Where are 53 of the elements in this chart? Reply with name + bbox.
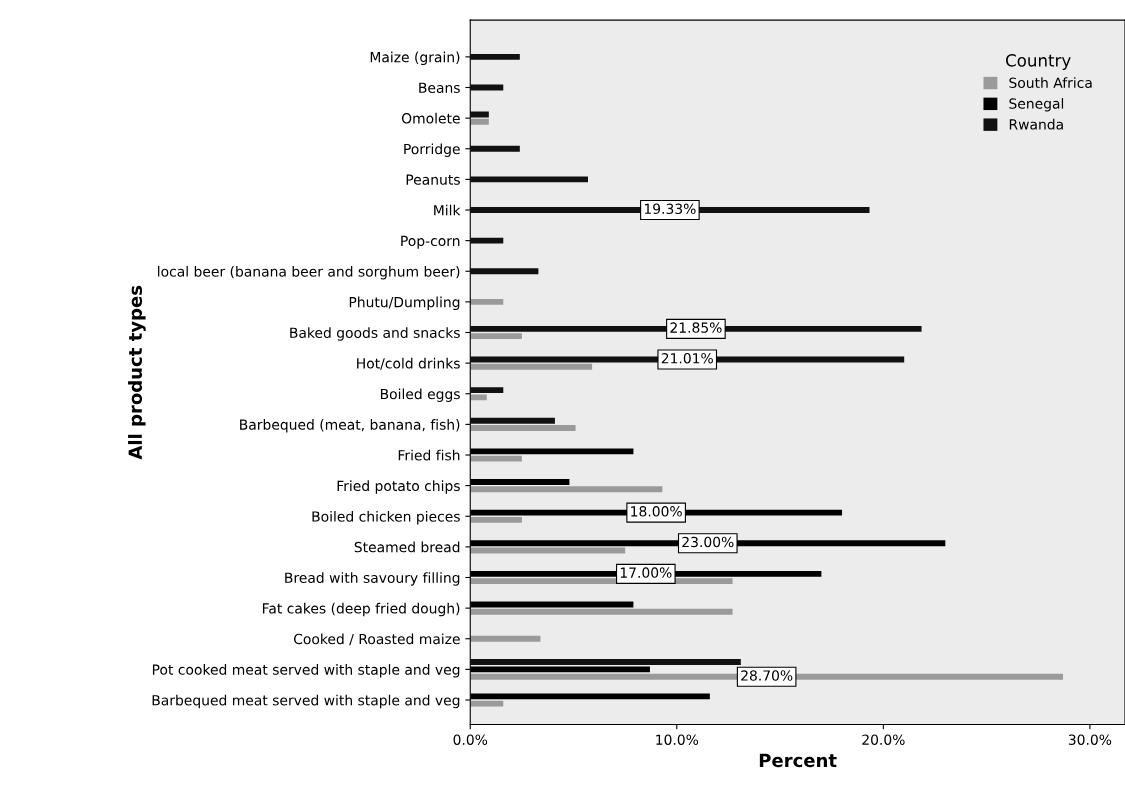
y-tick-label: Boiled eggs	[380, 388, 460, 402]
y-tick-label: Pop-corn	[401, 235, 460, 249]
bar	[470, 486, 663, 493]
y-tick-label: Baked goods and snacks	[290, 327, 460, 341]
y-tick-label: Fried fish	[398, 449, 460, 461]
data-label: 21.85%	[670, 322, 722, 333]
y-tick-label: local beer (banana beer and sorghum beer)	[158, 265, 460, 280]
bar	[470, 176, 588, 183]
data-label: 28.70%	[741, 670, 793, 681]
bar	[470, 455, 522, 462]
bar	[470, 145, 520, 152]
x-tick-label: 20.0%	[862, 734, 905, 745]
y-tick-label: Boiled chicken pieces	[312, 510, 460, 525]
legend-title: Country	[1006, 54, 1071, 70]
x-axis-title: Percent	[759, 753, 837, 768]
data-label: 21.01%	[661, 352, 713, 364]
data-label: 23.00%	[682, 536, 734, 548]
bar	[470, 700, 504, 707]
y-tick-label: Milk	[434, 204, 461, 216]
bar	[470, 237, 504, 244]
bar	[470, 268, 539, 275]
y-tick-label: Peanuts	[406, 174, 460, 185]
bar	[470, 425, 576, 431]
y-tick-label: Omolete	[401, 112, 460, 124]
legend-label: Senegal	[1009, 98, 1064, 112]
y-tick-label: Bread with savoury filling	[285, 572, 460, 586]
y-tick-label: Fat cakes (deep fried dough)	[262, 602, 460, 617]
data-label: 19.33%	[644, 203, 696, 215]
y-tick-label: Phutu/Dumpling	[349, 296, 460, 311]
data-label: 18.00%	[631, 506, 682, 517]
bar	[470, 53, 520, 60]
bar	[470, 363, 593, 370]
y-tick-label: Barbequed (meat, banana, fish)	[240, 419, 460, 433]
legend-label: South Africa	[1009, 77, 1092, 88]
bar	[470, 394, 487, 401]
y-tick-label: Hot/cold drinks	[357, 357, 460, 370]
y-tick-label: Maize (grain)	[370, 51, 460, 66]
bar	[470, 516, 522, 523]
y-axis-title: All product types	[128, 285, 146, 460]
y-tick-label: Porridge	[404, 143, 460, 157]
y-tick-label: Steamed bread	[354, 541, 460, 553]
x-tick-label: 0.0%	[453, 734, 488, 745]
bar	[470, 333, 522, 340]
legend-label: Rwanda	[1009, 118, 1063, 130]
x-tick-label: 10.0%	[656, 734, 699, 745]
y-tick-label: Beans	[419, 82, 460, 93]
y-tick-label: Pot cooked meat served with staple and veg	[152, 664, 460, 678]
bar	[470, 608, 733, 615]
x-tick-label: 30.0%	[1068, 734, 1112, 745]
data-label: 17.00%	[620, 567, 672, 578]
y-tick-label: Cooked / Roasted maize	[293, 633, 460, 646]
y-tick-label: Fried potato chips	[337, 480, 460, 494]
y-tick-label: Barbequed meat served with staple and veg	[152, 694, 460, 709]
